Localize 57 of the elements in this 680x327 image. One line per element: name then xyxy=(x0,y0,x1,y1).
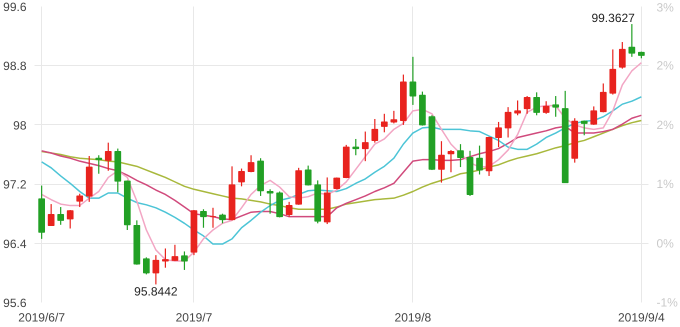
candlestick xyxy=(95,154,102,174)
candlestick xyxy=(266,188,274,214)
candlestick xyxy=(362,130,369,162)
y-tick-label: 98 xyxy=(13,118,27,132)
x-tick-label: 2019/8 xyxy=(394,310,432,324)
candlestick xyxy=(276,190,283,218)
candlestick xyxy=(286,201,292,218)
candlestick xyxy=(142,256,150,275)
y-tick-label: 95.6 xyxy=(3,296,27,310)
candlestick xyxy=(104,142,112,172)
candlestick xyxy=(57,206,64,226)
candlestick xyxy=(438,140,445,184)
candlestick xyxy=(181,250,188,271)
x-tick-label: 2019/9/4 xyxy=(618,310,666,324)
candlestick xyxy=(600,82,607,113)
line-series xyxy=(40,96,642,245)
candlestick xyxy=(172,244,178,262)
candlestick xyxy=(66,209,74,230)
y-tick-label: 98.8 xyxy=(3,59,27,74)
x-tick-label: 2019/7 xyxy=(176,310,213,324)
candlestick xyxy=(542,100,550,114)
candlestick xyxy=(371,118,378,144)
candlestick xyxy=(210,207,216,228)
candlestick xyxy=(238,168,245,187)
candlestick xyxy=(618,41,626,70)
y-tick-label: 97.2 xyxy=(3,178,27,192)
candlestick xyxy=(200,208,207,228)
candlestick xyxy=(514,100,521,116)
candlestick xyxy=(390,110,398,124)
candlestick xyxy=(476,145,483,176)
candlestick xyxy=(533,92,540,116)
candlestick xyxy=(219,213,226,224)
candlestick xyxy=(162,248,169,268)
candlestick xyxy=(609,48,616,96)
candlestick xyxy=(580,120,588,136)
candlestick xyxy=(457,144,464,168)
candlestick xyxy=(524,95,530,114)
y-tick-label: 99.6 xyxy=(3,0,27,14)
candlestick xyxy=(248,154,254,173)
x-tick-label: 2019/6/7 xyxy=(18,310,66,324)
candlestick xyxy=(304,165,312,186)
candlestick xyxy=(152,254,160,286)
line-series xyxy=(40,62,642,262)
candlestick xyxy=(352,138,360,156)
candlestick xyxy=(552,95,560,118)
candlestick xyxy=(504,106,512,138)
candlestick xyxy=(76,193,84,208)
candlestick xyxy=(448,149,454,173)
candlestick xyxy=(410,56,416,106)
candlestick xyxy=(495,121,502,148)
candlestick xyxy=(380,113,388,133)
candlestick xyxy=(590,106,598,126)
candlestick xyxy=(628,23,636,58)
annotation: 99.3627 xyxy=(591,11,636,26)
annotation: 95.8442 xyxy=(134,284,178,298)
candlestick xyxy=(48,203,55,226)
y-tick-label: 96.4 xyxy=(3,236,27,251)
